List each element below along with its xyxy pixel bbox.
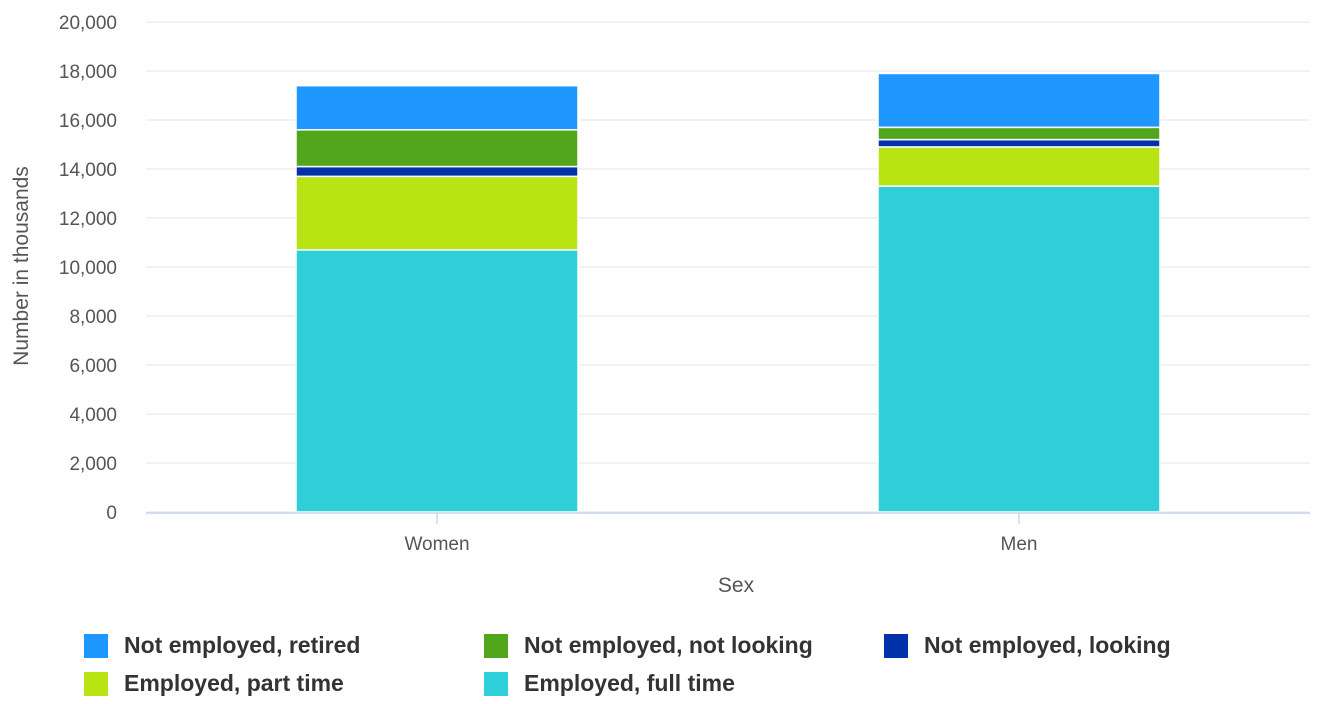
bar-segment[interactable] bbox=[295, 165, 579, 178]
x-axis-title: Sex bbox=[718, 574, 755, 597]
bar-segment[interactable] bbox=[295, 175, 579, 251]
legend-swatch bbox=[884, 633, 908, 658]
bar-segment[interactable] bbox=[877, 126, 1161, 141]
legend-item-part-time[interactable]: Employed, part time bbox=[84, 670, 344, 697]
legend-swatch bbox=[484, 671, 508, 696]
y-tick-label: 6,000 bbox=[69, 356, 117, 377]
x-axis: Women Men bbox=[146, 512, 1310, 555]
y-tick-label: 10,000 bbox=[59, 258, 117, 279]
bar-segment[interactable] bbox=[295, 129, 579, 168]
x-tick-label: Men bbox=[1001, 534, 1038, 555]
legend-swatch bbox=[84, 671, 108, 696]
y-tick-label: 2,000 bbox=[69, 454, 117, 475]
legend-item-not-looking[interactable]: Not employed, not looking bbox=[484, 632, 813, 659]
legend-item-full-time[interactable]: Employed, full time bbox=[484, 670, 735, 697]
legend-label: Employed, full time bbox=[524, 670, 735, 696]
y-tick-label: 0 bbox=[106, 503, 117, 524]
bar-segment[interactable] bbox=[877, 138, 1161, 148]
y-tick-label: 16,000 bbox=[59, 111, 117, 132]
y-tick-label: 14,000 bbox=[59, 160, 117, 181]
legend-label: Not employed, retired bbox=[124, 632, 361, 658]
bars bbox=[295, 72, 1161, 513]
y-tick-label: 4,000 bbox=[69, 405, 117, 426]
y-axis-ticks: 0 2,000 4,000 6,000 8,000 10,000 12,000 14,000 1… bbox=[59, 13, 117, 524]
bar-segment[interactable] bbox=[295, 84, 579, 131]
bar-segment[interactable] bbox=[295, 249, 579, 513]
legend-label: Employed, part time bbox=[124, 670, 344, 696]
y-tick-label: 18,000 bbox=[59, 62, 117, 83]
y-tick-label: 20,000 bbox=[59, 13, 117, 34]
y-axis-title: Number in thousands bbox=[10, 166, 33, 366]
legend-swatch bbox=[484, 633, 508, 658]
legend-label: Not employed, not looking bbox=[524, 632, 813, 658]
bar-segment[interactable] bbox=[877, 72, 1161, 129]
x-tick-label: Women bbox=[404, 534, 469, 555]
legend-label: Not employed, looking bbox=[924, 632, 1171, 658]
legend-swatch bbox=[84, 633, 108, 658]
y-tick-label: 8,000 bbox=[69, 307, 117, 328]
legend-item-looking[interactable]: Not employed, looking bbox=[884, 632, 1171, 659]
y-tick-label: 12,000 bbox=[59, 209, 117, 230]
legend-item-retired[interactable]: Not employed, retired bbox=[84, 632, 360, 659]
bar-segment[interactable] bbox=[877, 185, 1161, 513]
bar-segment[interactable] bbox=[877, 146, 1161, 187]
stacked-bar-chart: 0 2,000 4,000 6,000 8,000 10,000 12,000 14,000 1… bbox=[10, 13, 1310, 597]
